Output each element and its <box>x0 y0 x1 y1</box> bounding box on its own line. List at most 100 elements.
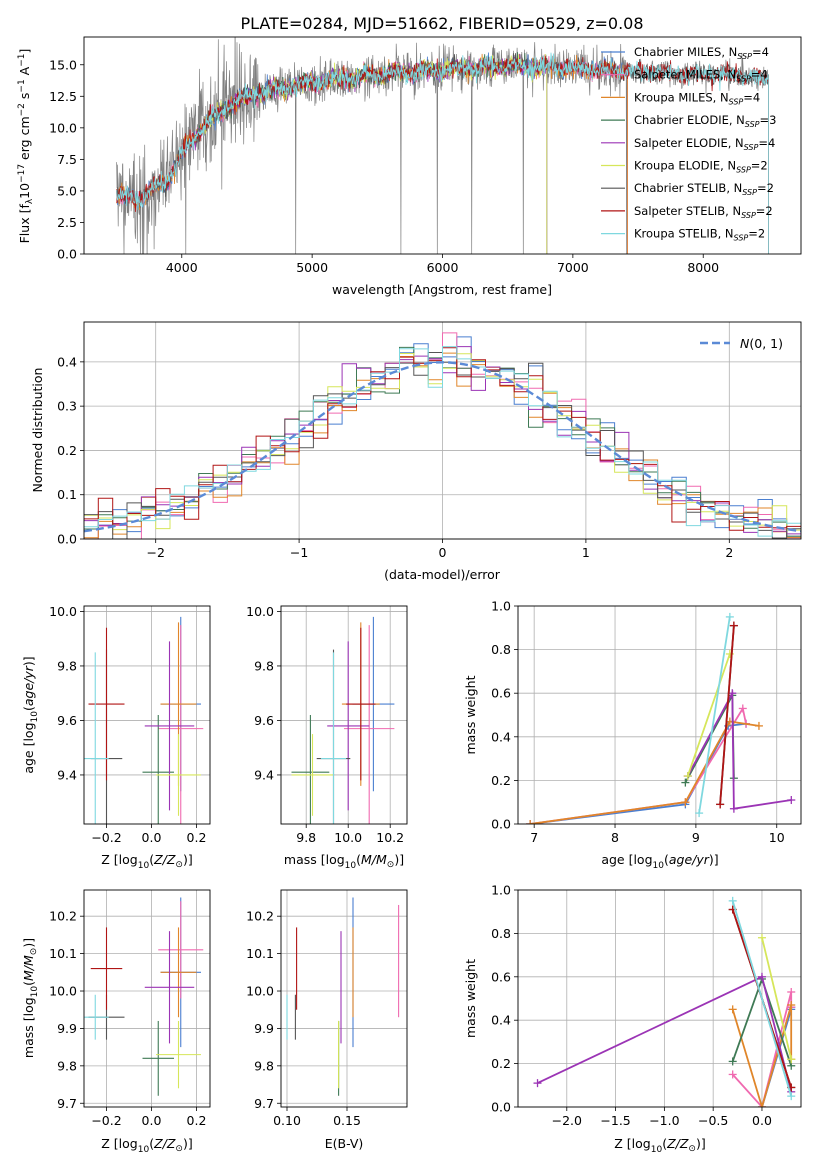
weight-marker <box>757 1103 766 1107</box>
error-cross <box>156 1020 201 1089</box>
legend-entry: Kroupa ELODIE, NSSP=2 <box>634 159 768 175</box>
plot-area <box>116 37 769 254</box>
axes-frame <box>83 36 802 255</box>
axes-frame <box>280 605 408 825</box>
x-tick-label: 10.0 <box>334 830 362 845</box>
error-cross <box>156 734 201 816</box>
x-tick-label: 0.2 <box>187 830 207 845</box>
error-cross <box>88 627 125 781</box>
error-cross <box>160 927 197 1018</box>
y-tick-label: 10.1 <box>49 946 77 961</box>
x-tick-label: 0.0 <box>142 1113 162 1128</box>
x-axis-label: Z [log10(Z/Z⊙)] <box>101 852 192 871</box>
x-tick-label: 0 <box>439 545 447 560</box>
weight-marker <box>728 1070 737 1079</box>
y-tick-label: 0.3 <box>57 399 77 414</box>
legend-entry: Salpeter ELODIE, NSSP=4 <box>634 136 775 152</box>
x-tick-label: 4000 <box>166 260 198 275</box>
error-cross <box>158 901 204 999</box>
x-axis-label: wavelength [Angstrom, rest frame] <box>332 282 552 297</box>
x-axis-label: E(B-V) <box>325 1136 364 1151</box>
x-tick-label: −2 <box>146 545 164 560</box>
x-tick-label: −2.0 <box>552 1113 582 1128</box>
y-tick-label: 0.2 <box>491 773 511 788</box>
y-axis-label: mass weight <box>463 675 478 754</box>
error-cross <box>291 734 334 816</box>
y-tick-label: 0.6 <box>491 686 511 701</box>
y-tick-label: 0.4 <box>57 354 77 369</box>
x-axis-label: age [log10(age/yr)] <box>601 852 718 871</box>
y-tick-label: 9.8 <box>57 658 77 673</box>
weight-marker <box>754 721 763 730</box>
plot-area <box>84 332 801 539</box>
legend-entry: Chabrier ELODIE, NSSP=3 <box>634 113 776 129</box>
y-tick-label: 1.0 <box>491 599 511 614</box>
weight-marker <box>757 972 766 981</box>
weight-marker <box>787 1092 796 1101</box>
figure-title: PLATE=0284, MJD=51662, FIBERID=0529, z=0… <box>240 14 643 33</box>
y-tick-label: 0.2 <box>491 1056 511 1071</box>
y-tick-label: 7.5 <box>57 152 77 167</box>
y-tick-label: 12.5 <box>49 89 77 104</box>
y-tick-label: 1.0 <box>491 883 511 898</box>
y-tick-label: 0.0 <box>57 247 77 262</box>
error-cross <box>144 931 195 1044</box>
gaussian-curve <box>84 361 801 533</box>
histogram-panel: −2 −1 0 1 2 0.0 0.1 0.2 0.3 0.4 (data-model)/error… <box>30 321 802 582</box>
y-axis-label: Flux [fλ10−17 erg cm−2 s−1 A−1] <box>17 49 35 244</box>
y-tick-label: 0.2 <box>57 443 77 458</box>
x-tick-label: 0.2 <box>187 1113 207 1128</box>
weight-line <box>731 1004 793 1107</box>
x-axis-label: Z [log10(Z/Z⊙)] <box>614 1136 705 1155</box>
plot-area <box>291 616 395 824</box>
mass-vs-metallicity-panel: −0.2 0.0 0.2 9.7 9.8 9.9 10.0 10.1 10.2 Z [log10(… <box>21 889 211 1155</box>
weight-marker <box>738 704 747 713</box>
legend-entry: Chabrier MILES, NSSP=4 <box>634 45 769 61</box>
weight-line <box>698 616 731 814</box>
weight-line <box>686 653 731 777</box>
age-vs-metallicity-panel: −0.2 0.0 0.2 9.4 9.6 9.8 10.0 Z [log10(Z/Z⊙)] ag… <box>21 604 211 871</box>
x-tick-label: 5000 <box>296 260 328 275</box>
weight-line <box>687 689 792 810</box>
x-tick-label: 0.10 <box>273 1113 301 1128</box>
weight-marker <box>533 1079 542 1088</box>
legend: Chabrier MILES, NSSP=4 Salpeter MILES, NS… <box>601 45 776 243</box>
y-tick-label: 10.2 <box>246 909 274 924</box>
model-line <box>116 56 769 254</box>
x-tick-label: −1 <box>290 545 308 560</box>
x-tick-label: 8000 <box>687 260 719 275</box>
x-tick-label: 1 <box>582 545 590 560</box>
plot-area <box>526 612 796 824</box>
weight-line <box>731 900 793 1097</box>
error-cross <box>346 627 376 781</box>
plot-area <box>84 897 204 1096</box>
weight-marker <box>716 800 725 809</box>
weight-marker <box>729 621 738 630</box>
error-cross <box>344 625 395 824</box>
y-tick-label: 15.0 <box>49 57 77 72</box>
y-tick-label: 10.0 <box>246 604 274 619</box>
weight-vs-age-panel: 7 8 9 10 0.0 0.2 0.4 0.6 0.8 1.0 mass weight age [l… <box>463 599 802 871</box>
error-cross <box>90 927 123 1010</box>
y-tick-label: 9.7 <box>57 1096 77 1111</box>
y-tick-label: 9.6 <box>254 713 274 728</box>
error-cross <box>158 625 204 824</box>
weight-marker <box>787 796 796 805</box>
weight-marker <box>787 987 796 996</box>
y-tick-label: 10.0 <box>49 120 77 135</box>
y-tick-label: 0.0 <box>491 1100 511 1115</box>
plot-area <box>533 896 796 1107</box>
axes-frame <box>517 889 802 1108</box>
x-tick-label: 10 <box>769 830 785 845</box>
x-tick-label: −1.5 <box>600 1113 630 1128</box>
spectrum-panel: 4000 5000 6000 7000 8000 0.0 2.5 5.0 7.5 10.0 12.5… <box>17 36 802 297</box>
weight-marker <box>681 798 690 807</box>
error-cross <box>84 994 109 1040</box>
y-tick-label: 0.4 <box>491 1013 511 1028</box>
x-tick-label: 0.0 <box>142 830 162 845</box>
x-tick-label: −1.0 <box>649 1113 679 1128</box>
weight-marker <box>683 772 692 781</box>
error-cross <box>144 641 195 811</box>
axes-frame <box>517 605 802 825</box>
